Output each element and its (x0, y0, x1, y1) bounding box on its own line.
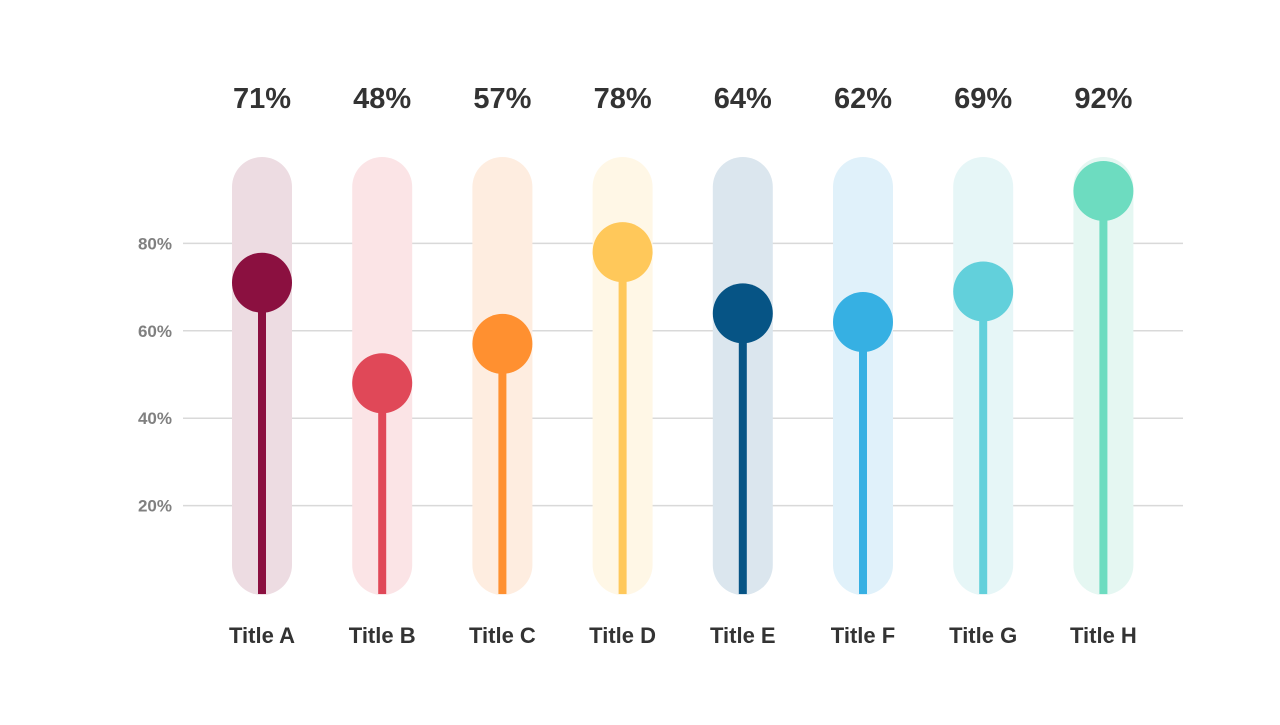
category-label: Title E (710, 623, 776, 648)
lollipop-stem (258, 282, 266, 594)
lollipop-dot (592, 222, 653, 283)
y-tick-label: 60% (138, 322, 172, 341)
category-labels: Title A Title B Title C Title D Title E Title… (229, 623, 1137, 648)
value-label: 92% (1074, 83, 1132, 115)
lollipop-dot (953, 261, 1014, 322)
lollipop-dot (833, 292, 893, 353)
value-label: 62% (834, 83, 892, 115)
lollipop-dot (712, 283, 773, 344)
category-label: Title H (1070, 623, 1137, 648)
y-axis-ticks: 20% 40% 60% 80% (138, 234, 172, 515)
category-label: Title G (949, 623, 1017, 648)
y-tick-label: 40% (138, 409, 172, 428)
value-label: 78% (594, 83, 652, 115)
gridlines (183, 242, 1183, 507)
lollipop-stem (378, 383, 387, 594)
y-tick-label: 80% (138, 234, 172, 253)
lollipop-stem (979, 291, 988, 594)
value-label: 57% (473, 83, 531, 115)
lollipop-stem (859, 322, 867, 594)
category-label: Title B (349, 623, 416, 648)
lollipop-stem (1099, 190, 1108, 594)
lollipop-dot (1073, 160, 1134, 221)
value-label: 69% (954, 83, 1012, 115)
lollipop-dots (232, 160, 1134, 414)
category-label: Title F (831, 623, 895, 648)
category-label: Title D (589, 623, 656, 648)
value-label: 48% (353, 83, 411, 115)
value-label: 64% (714, 83, 772, 115)
lollipop-stem (738, 313, 747, 594)
value-label: 71% (233, 83, 291, 115)
category-label: Title A (229, 623, 295, 648)
lollipop-dot (352, 353, 413, 414)
category-label: Title C (469, 623, 536, 648)
lollipop-stem (618, 252, 627, 594)
lollipop-stem (498, 343, 507, 594)
lollipop-dot (472, 313, 533, 374)
lollipop-dot (232, 252, 292, 313)
y-tick-label: 20% (138, 497, 172, 516)
value-labels: 71% 48% 57% 78% 64% 62% 69% 92% (233, 83, 1133, 115)
lollipop-stems (258, 190, 1108, 594)
